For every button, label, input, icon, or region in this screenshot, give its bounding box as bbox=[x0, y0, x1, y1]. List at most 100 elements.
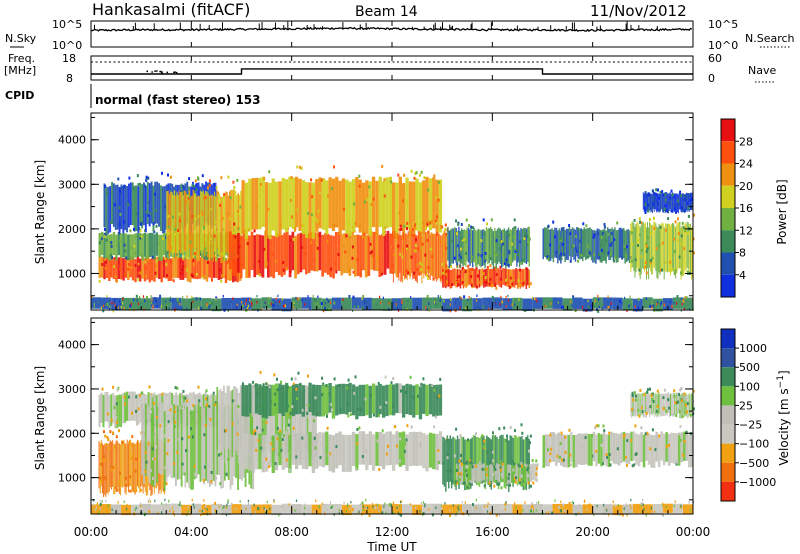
heat-cell bbox=[430, 232, 432, 276]
heat-noise bbox=[501, 300, 503, 304]
heat-speckle bbox=[352, 270, 355, 274]
heat-noise bbox=[349, 507, 351, 510]
heat-speckle bbox=[616, 221, 619, 225]
heat-cell bbox=[568, 227, 571, 257]
heat-cell bbox=[657, 227, 659, 280]
heat-speckle bbox=[100, 479, 103, 483]
heat-speckle bbox=[549, 452, 552, 456]
heat-speckle bbox=[465, 461, 468, 465]
heat-cell bbox=[487, 228, 489, 265]
heat-noise bbox=[428, 302, 430, 305]
heat-cell bbox=[582, 229, 584, 262]
heat-speckle bbox=[115, 486, 118, 490]
heat-speckle bbox=[460, 236, 463, 240]
heat-speckle bbox=[655, 188, 658, 192]
heat-cell bbox=[298, 431, 302, 466]
heat-cell bbox=[483, 269, 485, 288]
heat-speckle bbox=[307, 211, 310, 215]
heat-speckle bbox=[145, 210, 148, 214]
heat-noise bbox=[660, 301, 663, 304]
heat-cell bbox=[447, 226, 449, 261]
heat-speckle bbox=[368, 185, 371, 189]
heat-cell bbox=[191, 297, 202, 309]
heat-cell bbox=[662, 503, 673, 513]
heat-cell bbox=[146, 404, 149, 477]
heat-speckle bbox=[236, 226, 239, 230]
heat-cell bbox=[615, 230, 618, 263]
heat-noise bbox=[168, 307, 170, 310]
heat-speckle bbox=[131, 435, 134, 439]
heat-cell bbox=[167, 258, 170, 281]
heat-speckle bbox=[490, 284, 493, 288]
heat-speckle bbox=[564, 450, 567, 454]
heat-speckle bbox=[526, 468, 529, 472]
heat-speckle bbox=[481, 434, 484, 438]
heat-speckle bbox=[466, 473, 468, 477]
heat-speckle bbox=[463, 268, 466, 272]
heat-speckle bbox=[219, 268, 222, 272]
heat-speckle bbox=[586, 244, 589, 248]
heat-noise bbox=[499, 302, 501, 306]
heat-speckle bbox=[137, 278, 140, 281]
heat-cell bbox=[582, 298, 593, 312]
heat-cell bbox=[311, 182, 315, 239]
heat-cell bbox=[571, 227, 574, 257]
heat-noise bbox=[234, 507, 236, 510]
heat-cell bbox=[277, 234, 281, 276]
heat-speckle bbox=[433, 425, 435, 429]
heat-cell bbox=[151, 297, 162, 309]
heat-noise bbox=[382, 296, 384, 300]
heat-cell bbox=[644, 222, 646, 270]
heat-speckle bbox=[512, 468, 515, 472]
heat-cell bbox=[465, 230, 467, 267]
heat-cell bbox=[161, 503, 172, 514]
heat-speckle bbox=[358, 407, 361, 411]
heat-speckle bbox=[562, 503, 565, 507]
heat-cell bbox=[454, 464, 457, 482]
heat-noise bbox=[338, 508, 340, 512]
heat-cell bbox=[449, 269, 451, 289]
heat-cell bbox=[491, 435, 494, 482]
heat-noise bbox=[458, 508, 460, 512]
heat-cell bbox=[567, 434, 571, 468]
velocity-colorbar-label-close: ] bbox=[777, 370, 791, 375]
heat-speckle bbox=[327, 453, 330, 457]
heat-speckle bbox=[408, 224, 411, 228]
heat-noise bbox=[598, 298, 600, 301]
heat-speckle bbox=[183, 472, 186, 476]
heat-cell bbox=[592, 297, 603, 309]
heat-cell bbox=[174, 256, 178, 278]
colorbar-swatch bbox=[721, 367, 735, 387]
heat-speckle bbox=[239, 205, 242, 209]
heat-speckle bbox=[220, 252, 223, 256]
heat-cell bbox=[124, 392, 127, 423]
heat-noise bbox=[584, 299, 586, 302]
heat-speckle bbox=[134, 263, 137, 267]
heat-speckle bbox=[634, 424, 637, 428]
heat-cell bbox=[515, 464, 517, 483]
heat-noise bbox=[134, 508, 136, 512]
heat-speckle bbox=[392, 377, 395, 380]
heat-cell bbox=[315, 433, 319, 469]
heat-noise bbox=[152, 306, 154, 309]
heat-cell bbox=[528, 269, 530, 288]
heat-speckle bbox=[524, 463, 527, 467]
heat-cell bbox=[520, 464, 523, 483]
heat-speckle bbox=[104, 477, 107, 481]
heat-speckle bbox=[555, 251, 558, 255]
heat-speckle bbox=[476, 467, 479, 471]
heat-speckle bbox=[688, 193, 691, 197]
heat-noise bbox=[317, 295, 319, 298]
heat-cell bbox=[250, 231, 254, 270]
heat-speckle bbox=[125, 256, 128, 260]
heat-cell bbox=[238, 392, 240, 464]
heat-cell bbox=[471, 437, 473, 486]
heat-cell bbox=[402, 385, 406, 418]
heat-cell bbox=[136, 233, 140, 258]
heat-noise bbox=[651, 512, 654, 515]
heat-speckle bbox=[179, 259, 182, 263]
heat-cell bbox=[115, 441, 117, 489]
heat-cell bbox=[642, 504, 653, 515]
heat-speckle bbox=[463, 481, 466, 485]
heat-speckle bbox=[292, 214, 295, 218]
